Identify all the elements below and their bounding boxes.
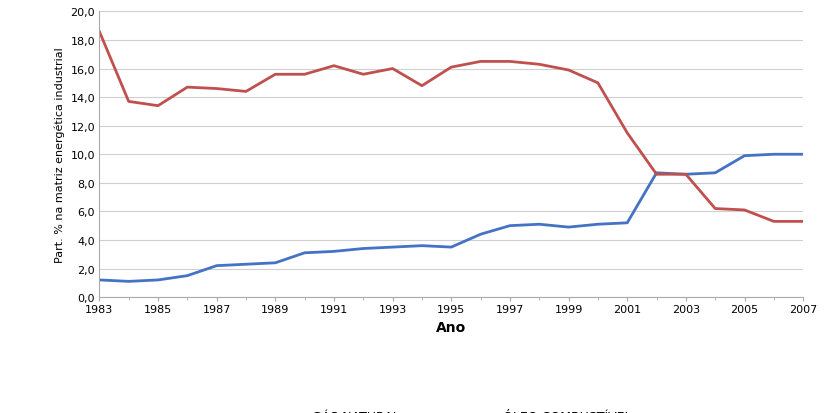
- GÁS NATURAL: [563, 225, 573, 230]
- Line: ÓLEO COMBUSTÍVEL: ÓLEO COMBUSTÍVEL: [99, 32, 802, 222]
- GÁS NATURAL: [710, 171, 719, 176]
- ÓLEO COMBUSTÍVEL: [328, 64, 338, 69]
- GÁS NATURAL: [94, 278, 104, 283]
- GÁS NATURAL: [651, 171, 661, 176]
- GÁS NATURAL: [768, 152, 778, 157]
- GÁS NATURAL: [241, 262, 251, 267]
- GÁS NATURAL: [680, 172, 690, 177]
- GÁS NATURAL: [270, 261, 280, 266]
- GÁS NATURAL: [446, 245, 456, 250]
- ÓLEO COMBUSTÍVEL: [299, 73, 309, 78]
- GÁS NATURAL: [621, 221, 631, 226]
- ÓLEO COMBUSTÍVEL: [387, 67, 397, 72]
- ÓLEO COMBUSTÍVEL: [592, 81, 602, 86]
- ÓLEO COMBUSTÍVEL: [241, 90, 251, 95]
- ÓLEO COMBUSTÍVEL: [768, 219, 778, 224]
- ÓLEO COMBUSTÍVEL: [182, 85, 192, 90]
- ÓLEO COMBUSTÍVEL: [563, 68, 573, 73]
- GÁS NATURAL: [182, 273, 192, 278]
- ÓLEO COMBUSTÍVEL: [358, 73, 368, 78]
- ÓLEO COMBUSTÍVEL: [504, 60, 514, 65]
- ÓLEO COMBUSTÍVEL: [212, 87, 222, 92]
- ÓLEO COMBUSTÍVEL: [446, 66, 456, 71]
- Y-axis label: Part. % na matriz energética industrial: Part. % na matriz energética industrial: [55, 47, 65, 263]
- ÓLEO COMBUSTÍVEL: [797, 219, 807, 224]
- GÁS NATURAL: [533, 222, 543, 227]
- ÓLEO COMBUSTÍVEL: [533, 63, 543, 68]
- GÁS NATURAL: [123, 279, 133, 284]
- GÁS NATURAL: [797, 152, 807, 157]
- GÁS NATURAL: [212, 263, 222, 268]
- ÓLEO COMBUSTÍVEL: [153, 104, 163, 109]
- GÁS NATURAL: [299, 251, 309, 256]
- ÓLEO COMBUSTÍVEL: [621, 131, 631, 136]
- GÁS NATURAL: [504, 224, 514, 229]
- GÁS NATURAL: [387, 245, 397, 250]
- GÁS NATURAL: [153, 278, 163, 283]
- GÁS NATURAL: [739, 154, 748, 159]
- Legend: GÁS NATURAL, ÓLEO COMBUSTÍVEL: GÁS NATURAL, ÓLEO COMBUSTÍVEL: [265, 405, 636, 413]
- GÁS NATURAL: [475, 232, 485, 237]
- ÓLEO COMBUSTÍVEL: [94, 30, 104, 35]
- ÓLEO COMBUSTÍVEL: [710, 206, 719, 211]
- ÓLEO COMBUSTÍVEL: [680, 172, 690, 177]
- GÁS NATURAL: [592, 222, 602, 227]
- GÁS NATURAL: [358, 247, 368, 252]
- GÁS NATURAL: [417, 244, 427, 249]
- ÓLEO COMBUSTÍVEL: [739, 208, 748, 213]
- ÓLEO COMBUSTÍVEL: [123, 100, 133, 104]
- ÓLEO COMBUSTÍVEL: [270, 73, 280, 78]
- ÓLEO COMBUSTÍVEL: [475, 60, 485, 65]
- GÁS NATURAL: [328, 249, 338, 254]
- Line: GÁS NATURAL: GÁS NATURAL: [99, 155, 802, 282]
- ÓLEO COMBUSTÍVEL: [417, 84, 427, 89]
- ÓLEO COMBUSTÍVEL: [651, 172, 661, 177]
- X-axis label: Ano: Ano: [436, 320, 466, 334]
